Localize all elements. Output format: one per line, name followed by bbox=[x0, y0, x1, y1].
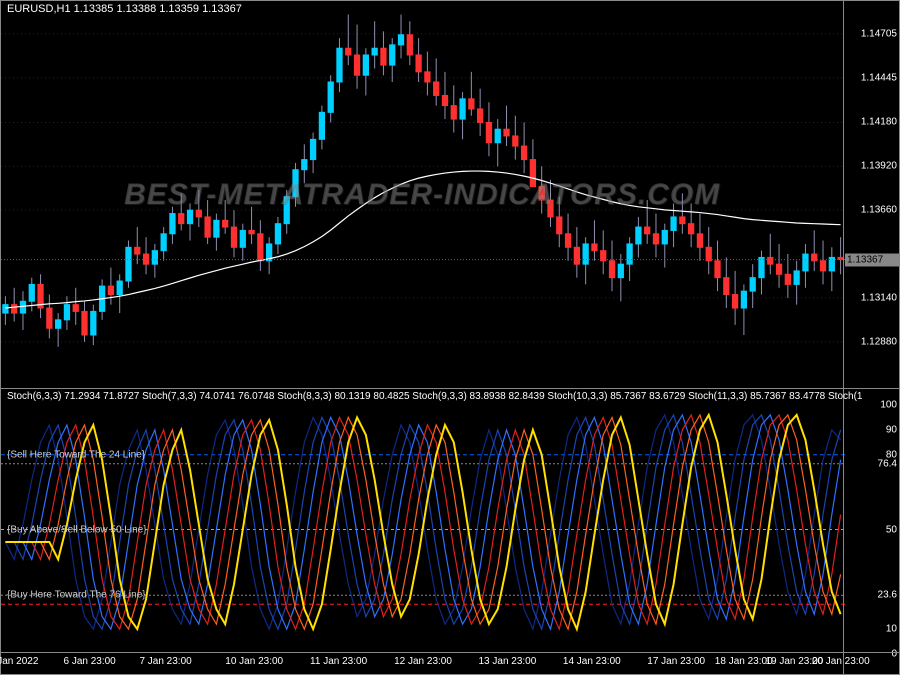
indicator-ytick: 23.6 bbox=[878, 590, 897, 601]
price-panel[interactable]: EURUSD,H1 1.13385 1.13388 1.13359 1.1336… bbox=[1, 1, 899, 389]
xaxis-label: 17 Jan 23:00 bbox=[647, 656, 705, 667]
price-yaxis: 1.14705 1.14445 1.14180 1.13920 1.13660 1.131… bbox=[843, 1, 899, 388]
xaxis-label: 10 Jan 23:00 bbox=[225, 656, 283, 667]
price-ytick: 1.13660 bbox=[861, 205, 897, 216]
indicator-ytick: 100 bbox=[880, 400, 897, 411]
indicator-plot-area[interactable]: Stoch(6,3,3) 71.2934 71.8727 Stoch(7,3,3… bbox=[1, 389, 843, 652]
indicator-ytick: 76.4 bbox=[878, 458, 897, 469]
price-ytick: 1.14445 bbox=[861, 72, 897, 83]
price-ytick: 1.14705 bbox=[861, 28, 897, 39]
xaxis-corner bbox=[843, 653, 899, 674]
indicator-ytick: 50 bbox=[886, 524, 897, 535]
xaxis-panel: 5 Jan 2022 6 Jan 23:00 7 Jan 23:00 10 Jan 2… bbox=[1, 652, 899, 674]
symbol-label: EURUSD,H1 1.13385 1.13388 1.13359 1.1336… bbox=[7, 3, 242, 15]
xaxis-label: 6 Jan 23:00 bbox=[63, 656, 115, 667]
indicator-chart-svg bbox=[1, 389, 845, 654]
level-label: {Buy Here Toward The 76 Line} bbox=[7, 590, 146, 601]
indicator-ytick: 10 bbox=[886, 624, 897, 635]
xaxis-label: 18 Jan 23:00 bbox=[715, 656, 773, 667]
price-ytick: 1.14180 bbox=[861, 117, 897, 128]
indicator-title: Stoch(6,3,3) 71.2934 71.8727 Stoch(7,3,3… bbox=[7, 391, 862, 402]
xaxis-label: 11 Jan 23:00 bbox=[310, 656, 367, 667]
level-label: {Buy Above/Sell Below 50 Line} bbox=[7, 524, 147, 535]
xaxis-label: 12 Jan 23:00 bbox=[394, 656, 452, 667]
level-label: {Sell Here Toward The 24 Line} bbox=[7, 449, 145, 460]
price-tag: 1.13367 bbox=[845, 253, 899, 266]
indicator-yaxis: 100908076.45023.6100 bbox=[843, 389, 899, 652]
xaxis-label: 7 Jan 23:00 bbox=[139, 656, 191, 667]
xaxis-label: 13 Jan 23:00 bbox=[478, 656, 536, 667]
watermark-text: BEST-METATRADER-INDICATORS.COM bbox=[124, 178, 720, 212]
indicator-ytick: 90 bbox=[886, 424, 897, 435]
price-ytick: 1.13140 bbox=[861, 292, 897, 303]
xaxis-label: 5 Jan 2022 bbox=[0, 656, 38, 667]
chart-container: EURUSD,H1 1.13385 1.13388 1.13359 1.1336… bbox=[0, 0, 900, 675]
xaxis-label: 14 Jan 23:00 bbox=[563, 656, 621, 667]
price-ytick: 1.12880 bbox=[861, 336, 897, 347]
indicator-panel[interactable]: Stoch(6,3,3) 71.2934 71.8727 Stoch(7,3,3… bbox=[1, 389, 899, 652]
xaxis-area: 5 Jan 2022 6 Jan 23:00 7 Jan 23:00 10 Jan 2… bbox=[1, 653, 843, 674]
price-ytick: 1.13920 bbox=[861, 161, 897, 172]
price-plot-area[interactable]: EURUSD,H1 1.13385 1.13388 1.13359 1.1336… bbox=[1, 1, 843, 388]
